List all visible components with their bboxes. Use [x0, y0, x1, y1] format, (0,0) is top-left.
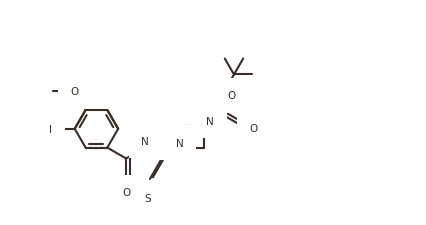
Text: N: N	[206, 116, 214, 126]
Text: N: N	[141, 136, 149, 146]
Text: O: O	[71, 87, 79, 97]
Text: I: I	[49, 124, 52, 134]
Text: N: N	[176, 138, 184, 148]
Text: S: S	[144, 193, 151, 203]
Text: O: O	[227, 91, 235, 101]
Text: O: O	[250, 123, 258, 133]
Text: H: H	[150, 141, 157, 149]
Text: O: O	[122, 187, 130, 197]
